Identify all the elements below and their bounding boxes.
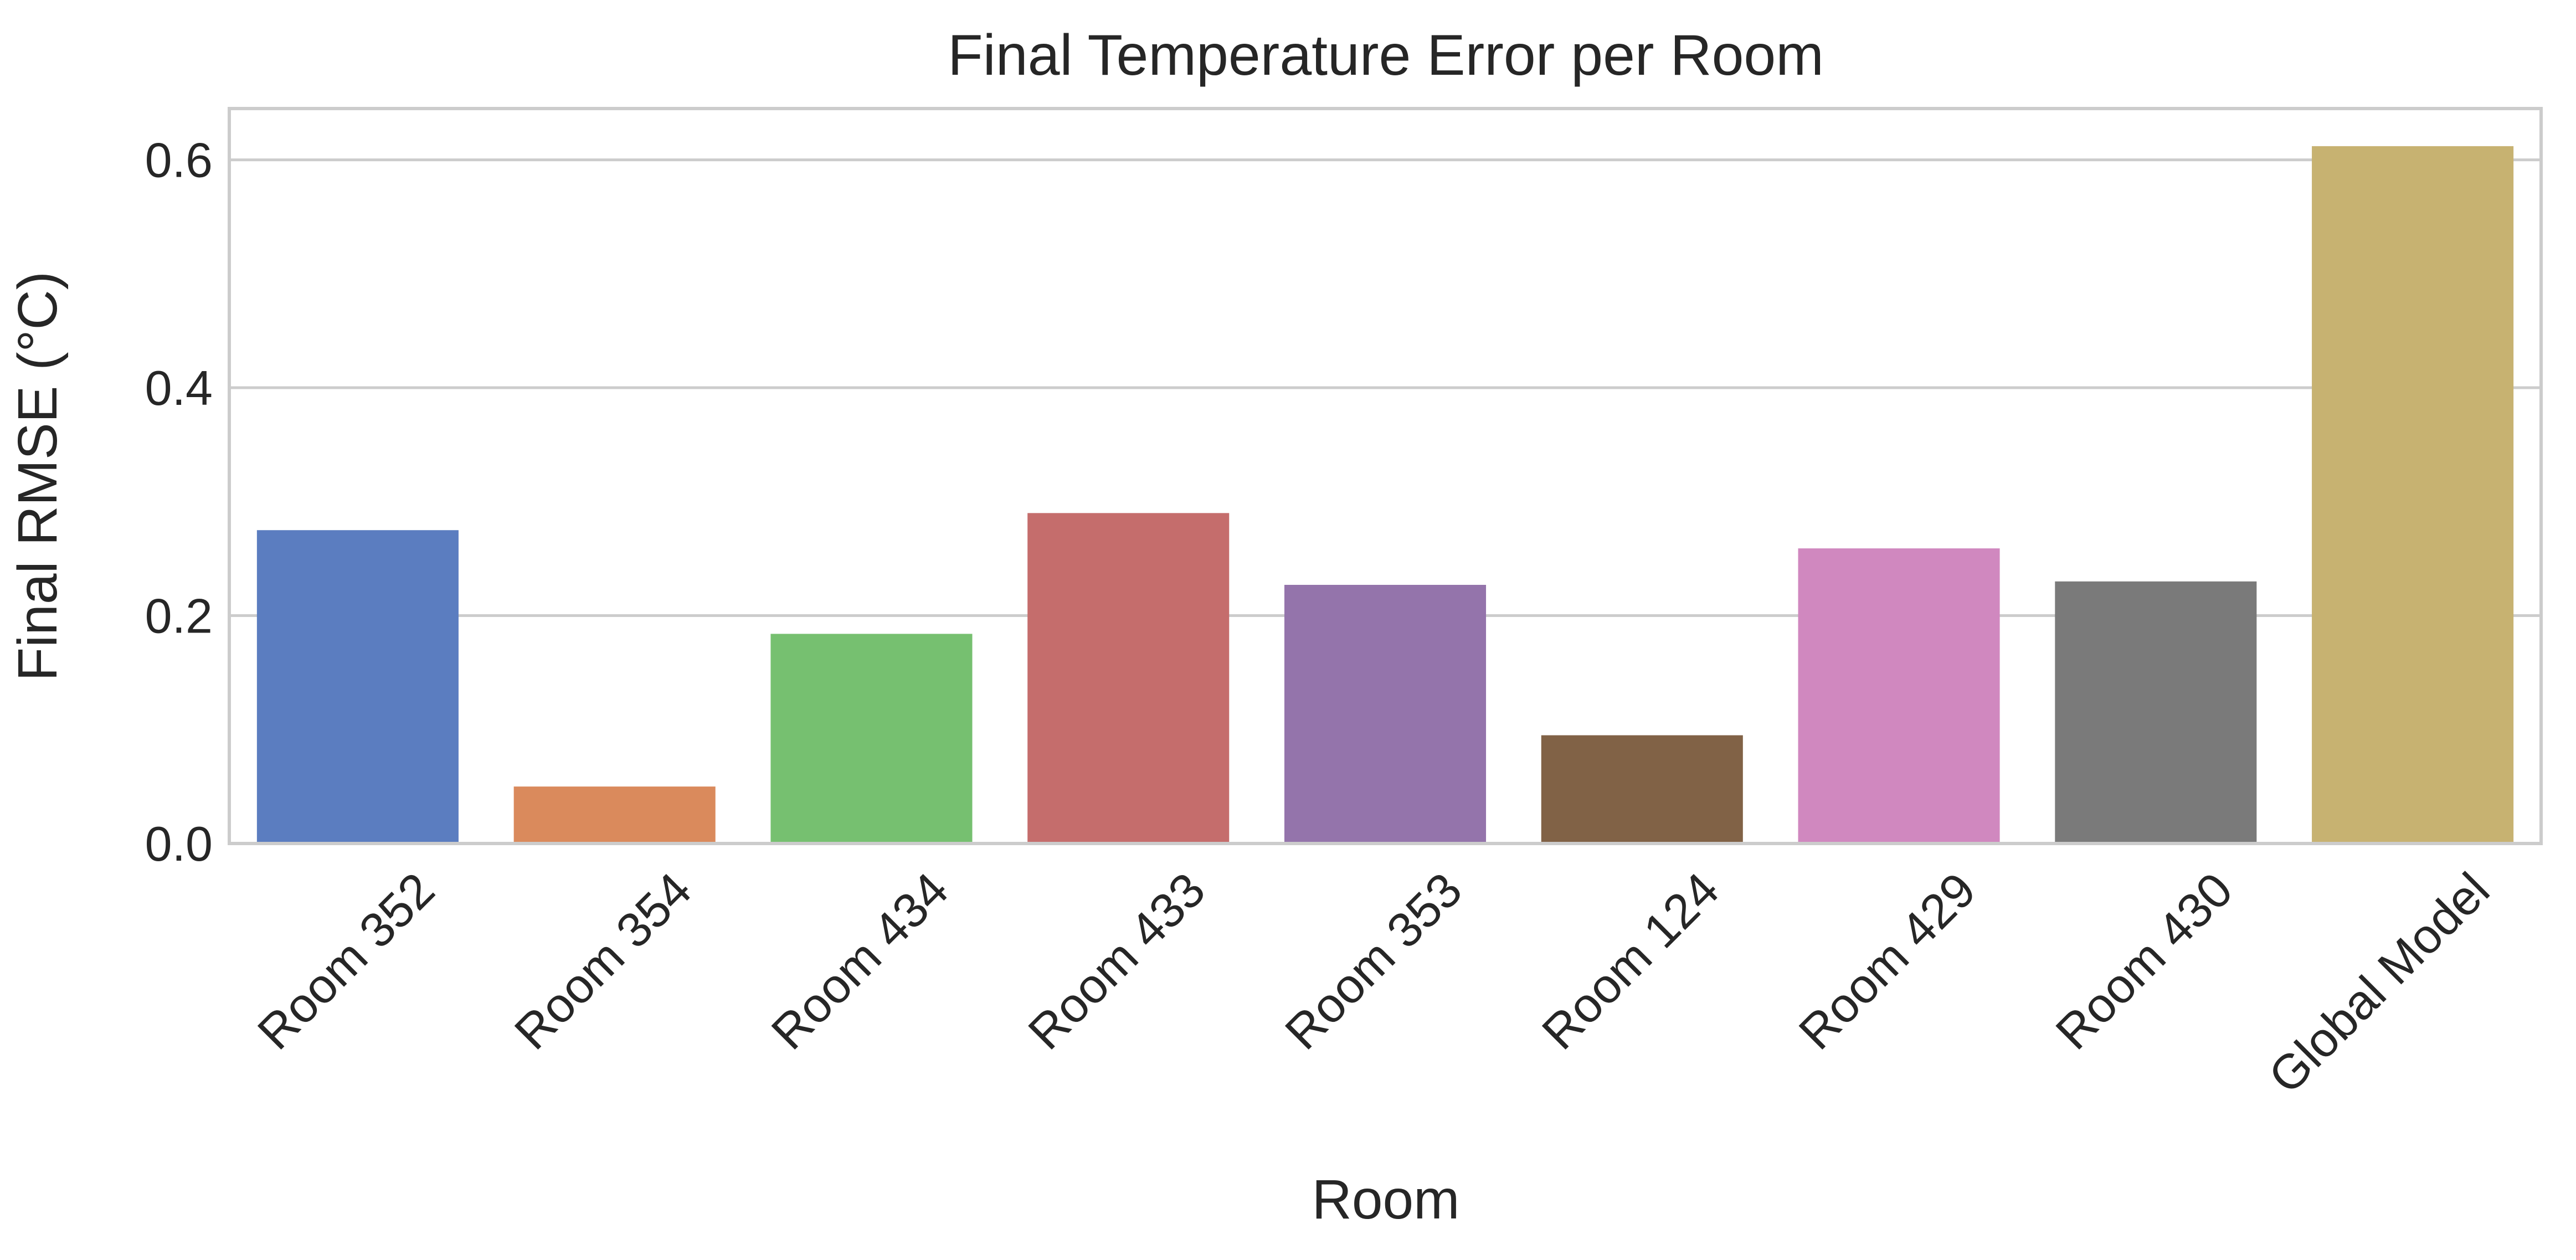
bars	[256, 146, 2514, 844]
bar	[1027, 513, 1230, 844]
x-tick-label: Room 124	[1531, 862, 1729, 1060]
bar	[2312, 146, 2514, 844]
y-gridlines	[229, 158, 2541, 618]
x-tick-label: Global Model	[2258, 862, 2500, 1104]
x-tick-label: Room 430	[2045, 862, 2243, 1060]
y-tick-label: 0.0	[145, 816, 213, 871]
bar	[2055, 581, 2257, 844]
x-tick-label: Room 354	[504, 862, 702, 1060]
bar	[770, 634, 973, 844]
x-tick-label: Room 434	[761, 862, 959, 1060]
x-tick-label: Room 353	[1274, 862, 1472, 1060]
y-tick-label: 0.6	[145, 133, 213, 188]
bar	[256, 530, 459, 844]
bar	[1798, 548, 2000, 844]
bar	[1284, 584, 1487, 844]
bar	[513, 786, 716, 844]
chart-title: Final Temperature Error per Room	[948, 23, 1824, 88]
y-tick-label: 0.2	[145, 589, 213, 644]
x-tick-labels: Room 352 Room 354 Room 434 Room 433 Room 353…	[247, 862, 2500, 1104]
x-axis-label: Room	[1312, 1169, 1460, 1231]
y-axis-label: Final RMSE (°C)	[7, 271, 69, 681]
plot-frame	[228, 107, 2543, 845]
x-tick-label: Room 433	[1017, 862, 1215, 1060]
bar	[1541, 735, 1743, 844]
y-tick-label: 0.4	[145, 361, 213, 415]
y-tick-labels: 0.0 0.2 0.4 0.6	[145, 133, 213, 871]
x-tick-label: Room 352	[247, 862, 445, 1060]
x-tick-label: Room 429	[1788, 862, 1986, 1060]
